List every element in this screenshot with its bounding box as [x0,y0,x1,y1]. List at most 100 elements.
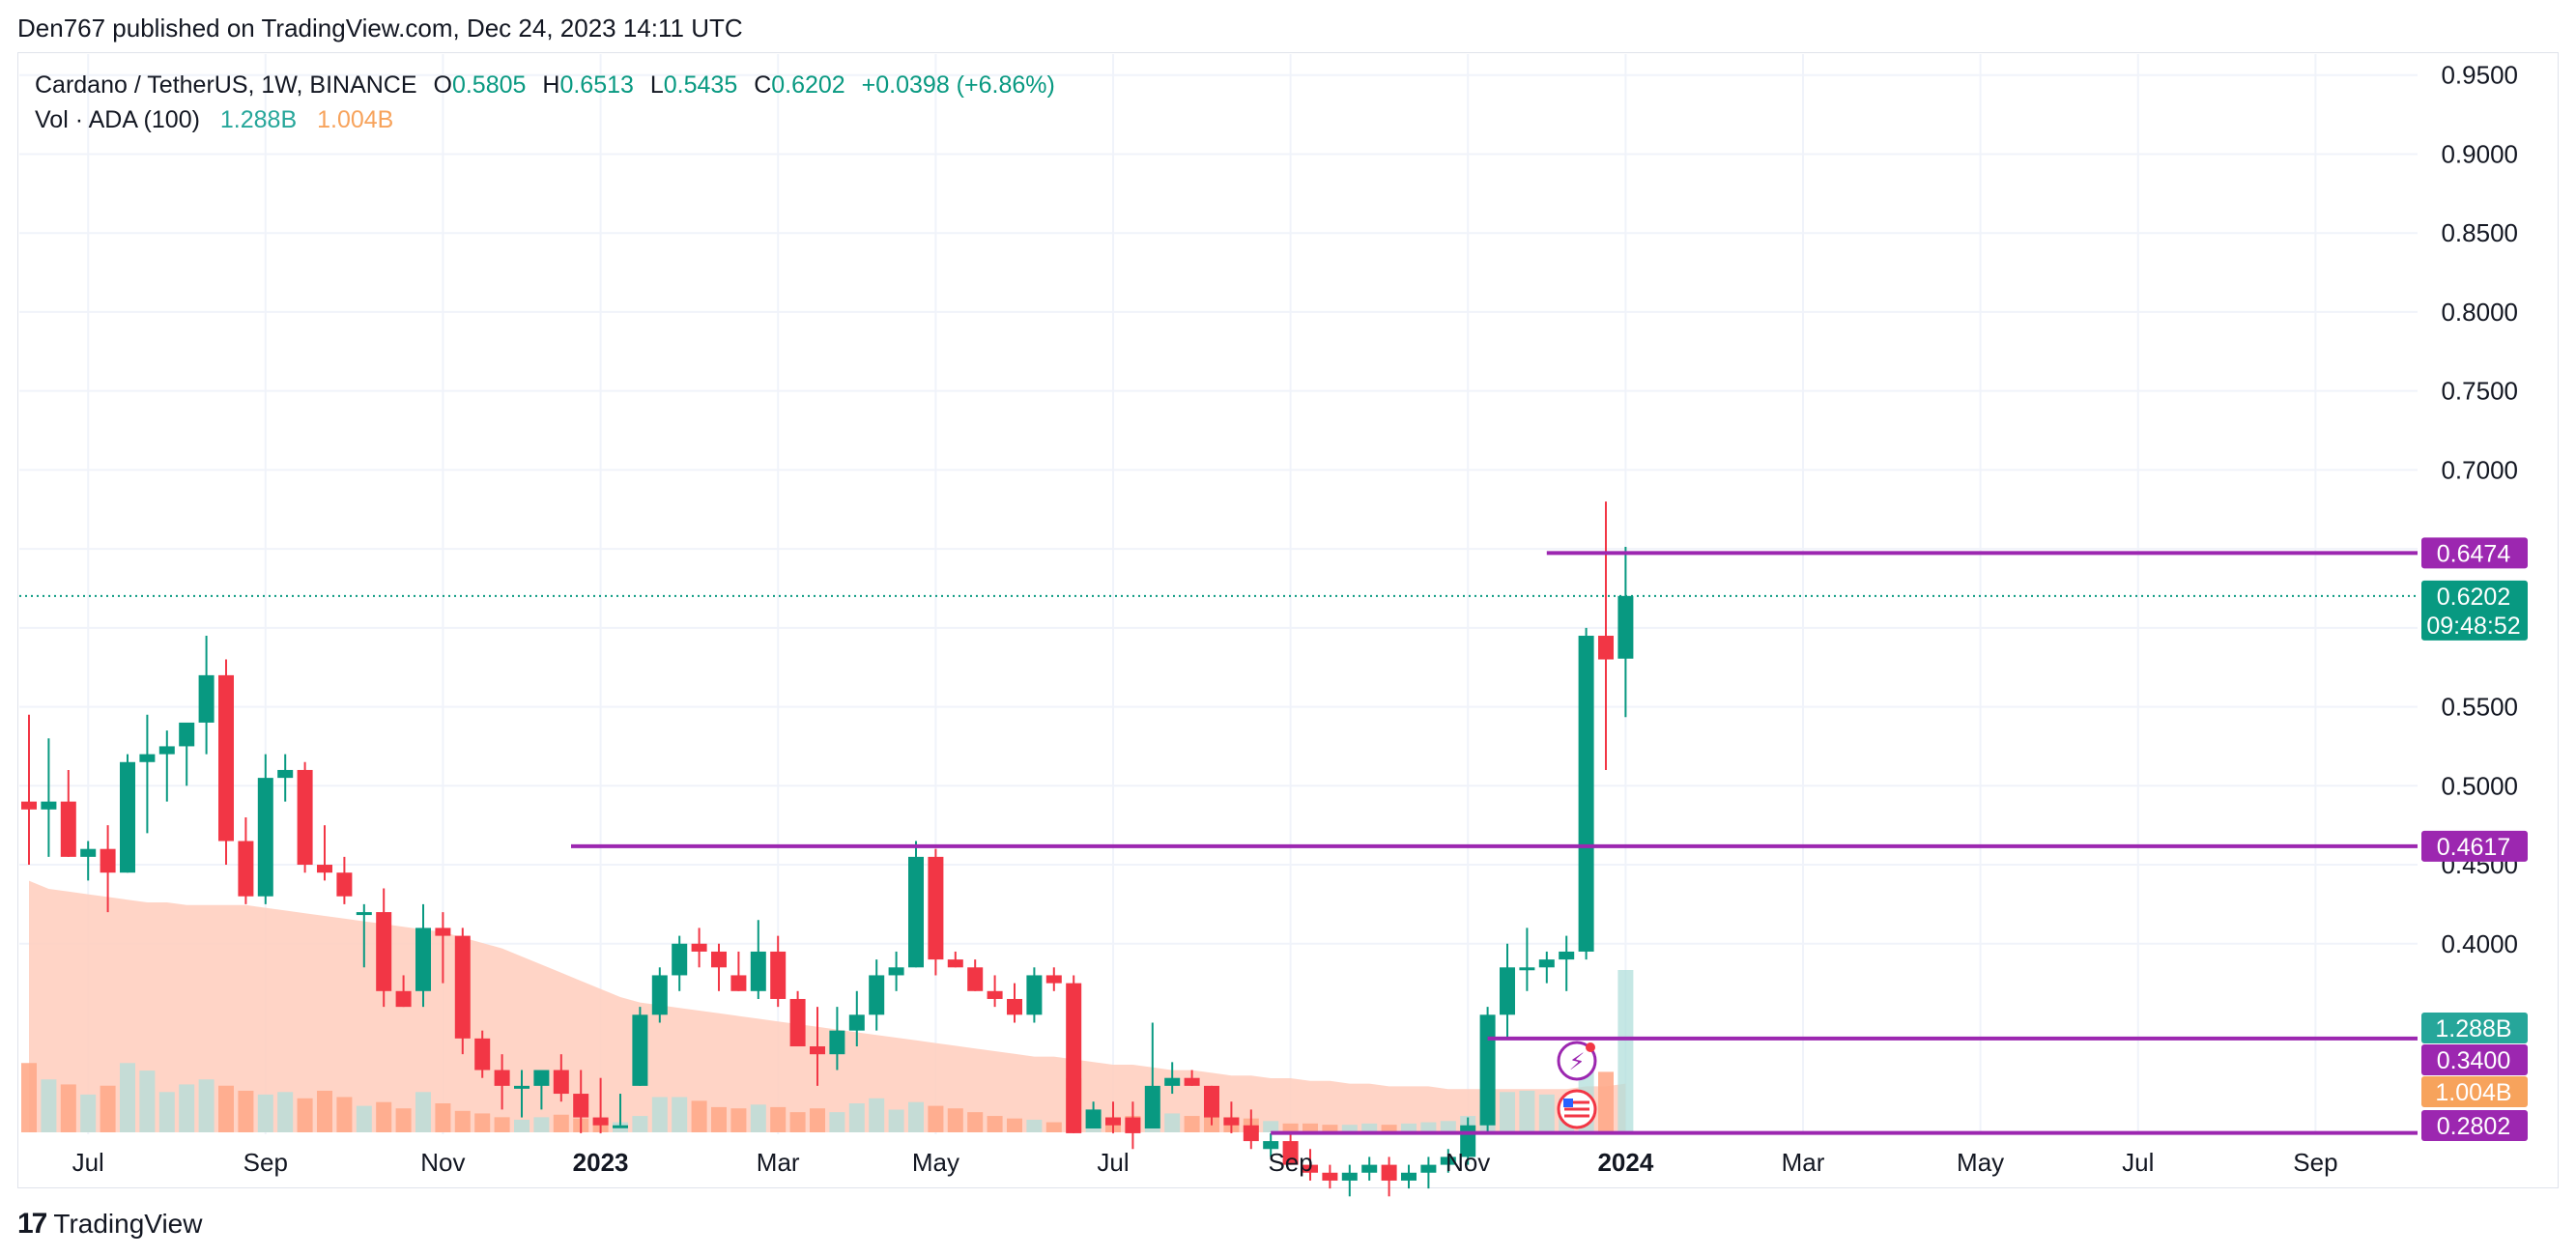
candle-body [613,1125,628,1128]
candle [41,738,57,857]
volume-bar [1617,970,1634,1132]
candle-body [1381,1164,1397,1181]
level-badge-0-2802-bg [2421,1110,2528,1141]
candle-body [789,998,806,1047]
legend-symbol[interactable]: Cardano / TetherUS, 1W, BINANCE [35,71,417,99]
volume-bar [711,1106,727,1132]
candle-body [218,674,234,842]
candle-body [514,1085,530,1089]
candle-body [1184,1077,1200,1086]
notification-dot [1586,1042,1595,1052]
candle [1617,546,1634,718]
volume-bar [730,1108,747,1132]
candle-body [1243,1125,1259,1142]
candle-body [1401,1172,1417,1181]
candle-body [750,951,766,991]
candle [1479,1007,1496,1133]
volume-bar [395,1108,412,1132]
candle-body [120,761,135,873]
volume-bar [356,1105,372,1132]
volume-bar [770,1106,787,1132]
candle-body [238,841,254,897]
volume-ma-badge-label: 1.004B [2435,1079,2511,1106]
candle-body [829,1030,845,1055]
volume-bar [908,1101,924,1132]
candle [810,1007,825,1086]
volume-bar [553,1114,569,1132]
candle-body [317,865,332,873]
y-tick-label: 0.9500 [2441,61,2518,90]
candle [514,1070,530,1118]
x-tick-label: Sep [1268,1148,1312,1177]
last-price-badge-countdown: 09:48:52 [2426,613,2520,640]
volume-bar [80,1094,97,1132]
y-tick-label: 0.8500 [2441,218,2518,247]
candle-body [1500,967,1515,1015]
level-badge-0-6474-bg [2421,537,2528,569]
event-icons: ⚡ [1557,1041,1597,1129]
candle [179,722,195,786]
candle-body [21,801,37,810]
candle [454,928,471,1055]
candle [672,935,688,991]
candle-body [454,935,471,1039]
legend-volume-row: Vol · ADA (100) 1.288B 1.004B [35,102,1055,137]
candle-body [1066,983,1082,1133]
x-tick-label: Jul [2122,1148,2154,1177]
y-tick-label: 0.5500 [2441,693,2518,722]
candle [1519,928,1535,991]
candle-body [1026,975,1043,1015]
volume-bar [1538,1094,1555,1132]
candle-body [1282,1141,1299,1165]
volume-badge: 1.288B [2421,1013,2528,1043]
candle [1204,1085,1219,1126]
x-tick-label: Jul [1097,1148,1129,1177]
candle-body [770,951,787,999]
candle-body [1322,1172,1338,1181]
candle [730,951,747,991]
legend-volume-label[interactable]: Vol · ADA (100) [35,106,200,133]
candle [1401,1164,1417,1189]
candle [139,714,156,834]
tradingview-logo[interactable]: 17 TradingView [17,1208,202,1241]
volume-bar [1361,1123,1378,1132]
candle [1223,1101,1240,1133]
chart-legend: Cardano / TetherUS, 1W, BINANCE O0.5805 … [35,68,1055,137]
candle-body [888,967,904,976]
candle-body [730,975,747,991]
candle-body [987,990,1003,999]
volume-bar [100,1085,116,1132]
volume-bar [829,1112,845,1132]
candle [1302,1149,1318,1181]
volume-bar [317,1090,332,1132]
candle [238,816,254,904]
candle [592,1077,609,1133]
y-tick-label: 0.8000 [2441,298,2518,327]
lightning-event-icon [1557,1041,1597,1081]
level-badge-0-6474-label: 0.6474 [2437,540,2511,567]
candle [1164,1062,1181,1095]
candle-body [1125,1117,1141,1133]
x-tick-label: Nov [420,1148,465,1177]
candle [317,825,332,881]
candle-body [1204,1085,1219,1118]
x-tick-label: Sep [243,1148,288,1177]
candle [651,967,668,1023]
candle-body [179,722,195,747]
candle-body [198,674,215,723]
volume-bar [750,1104,766,1132]
volume-bar [1184,1116,1200,1132]
candle-body [1164,1077,1181,1086]
volume-badge-label: 1.288B [2435,1015,2511,1042]
volume-bar [454,1110,471,1132]
candle [987,975,1003,1008]
level-badge-0-4617-label: 0.4617 [2437,834,2510,861]
candle [632,1007,648,1086]
candle [533,1070,550,1110]
candle [750,920,766,999]
candle [1578,627,1594,960]
candle-body [1085,1109,1102,1129]
candle-body [711,951,727,968]
volume-bar [888,1109,904,1132]
